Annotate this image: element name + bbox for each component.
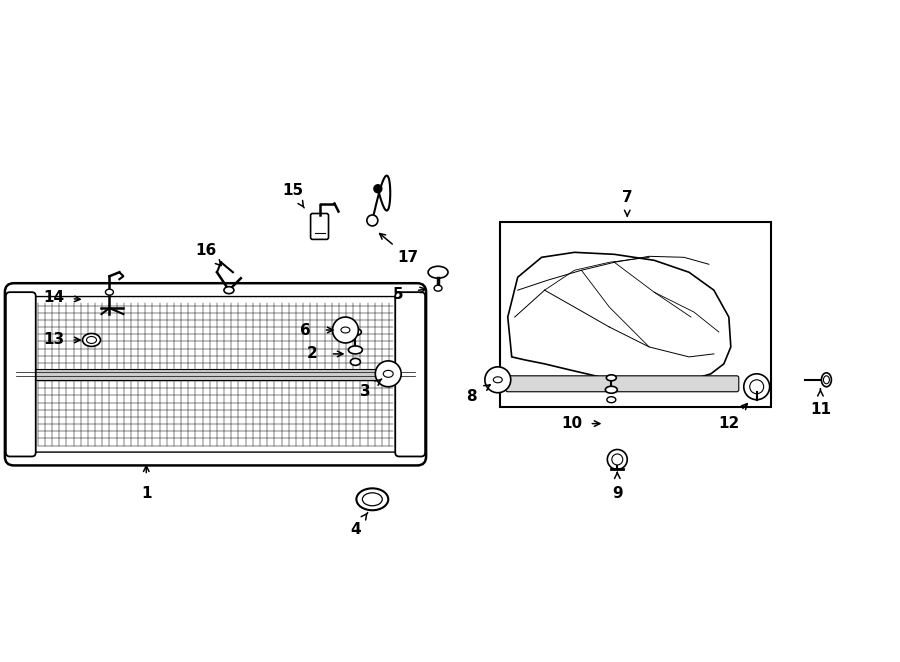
FancyBboxPatch shape [26, 372, 405, 452]
Circle shape [375, 361, 401, 387]
Ellipse shape [349, 328, 362, 336]
Text: 8: 8 [466, 389, 477, 404]
Circle shape [332, 317, 358, 343]
FancyBboxPatch shape [395, 292, 425, 457]
Text: 17: 17 [398, 250, 418, 265]
Text: 9: 9 [612, 486, 623, 501]
Bar [14, 369, 417, 380]
Ellipse shape [606, 386, 617, 393]
Ellipse shape [607, 397, 616, 402]
Circle shape [750, 380, 764, 394]
Circle shape [367, 215, 378, 226]
Ellipse shape [824, 376, 830, 384]
Text: 12: 12 [718, 416, 740, 431]
Text: 7: 7 [622, 190, 633, 205]
Circle shape [612, 454, 623, 465]
FancyBboxPatch shape [6, 292, 36, 457]
Ellipse shape [607, 375, 616, 381]
FancyBboxPatch shape [19, 297, 412, 451]
Circle shape [743, 374, 770, 400]
Text: 14: 14 [43, 290, 64, 305]
Polygon shape [508, 252, 731, 382]
Ellipse shape [350, 358, 360, 365]
Ellipse shape [493, 377, 502, 383]
Ellipse shape [434, 285, 442, 291]
FancyBboxPatch shape [4, 283, 426, 465]
Bar [500, 222, 770, 406]
Text: 10: 10 [561, 416, 582, 431]
Text: 5: 5 [393, 287, 403, 302]
Text: 15: 15 [282, 183, 303, 198]
Ellipse shape [224, 287, 234, 294]
FancyBboxPatch shape [506, 376, 739, 392]
Ellipse shape [428, 266, 448, 278]
Ellipse shape [83, 334, 101, 346]
Text: 11: 11 [810, 402, 831, 417]
Text: 4: 4 [350, 522, 361, 537]
Text: 6: 6 [301, 322, 311, 338]
Text: 1: 1 [141, 486, 151, 501]
Circle shape [374, 185, 382, 193]
FancyBboxPatch shape [26, 297, 405, 377]
Text: 13: 13 [43, 332, 64, 348]
Text: 3: 3 [360, 384, 371, 399]
Ellipse shape [86, 336, 96, 344]
Ellipse shape [822, 373, 832, 387]
Text: 16: 16 [195, 243, 217, 258]
Circle shape [485, 367, 510, 393]
Text: 2: 2 [307, 346, 318, 361]
Ellipse shape [341, 327, 350, 333]
Ellipse shape [363, 493, 382, 506]
Ellipse shape [105, 289, 113, 295]
Ellipse shape [348, 346, 363, 354]
Ellipse shape [383, 370, 393, 377]
FancyBboxPatch shape [310, 214, 328, 240]
Circle shape [608, 449, 627, 469]
Ellipse shape [356, 489, 388, 510]
